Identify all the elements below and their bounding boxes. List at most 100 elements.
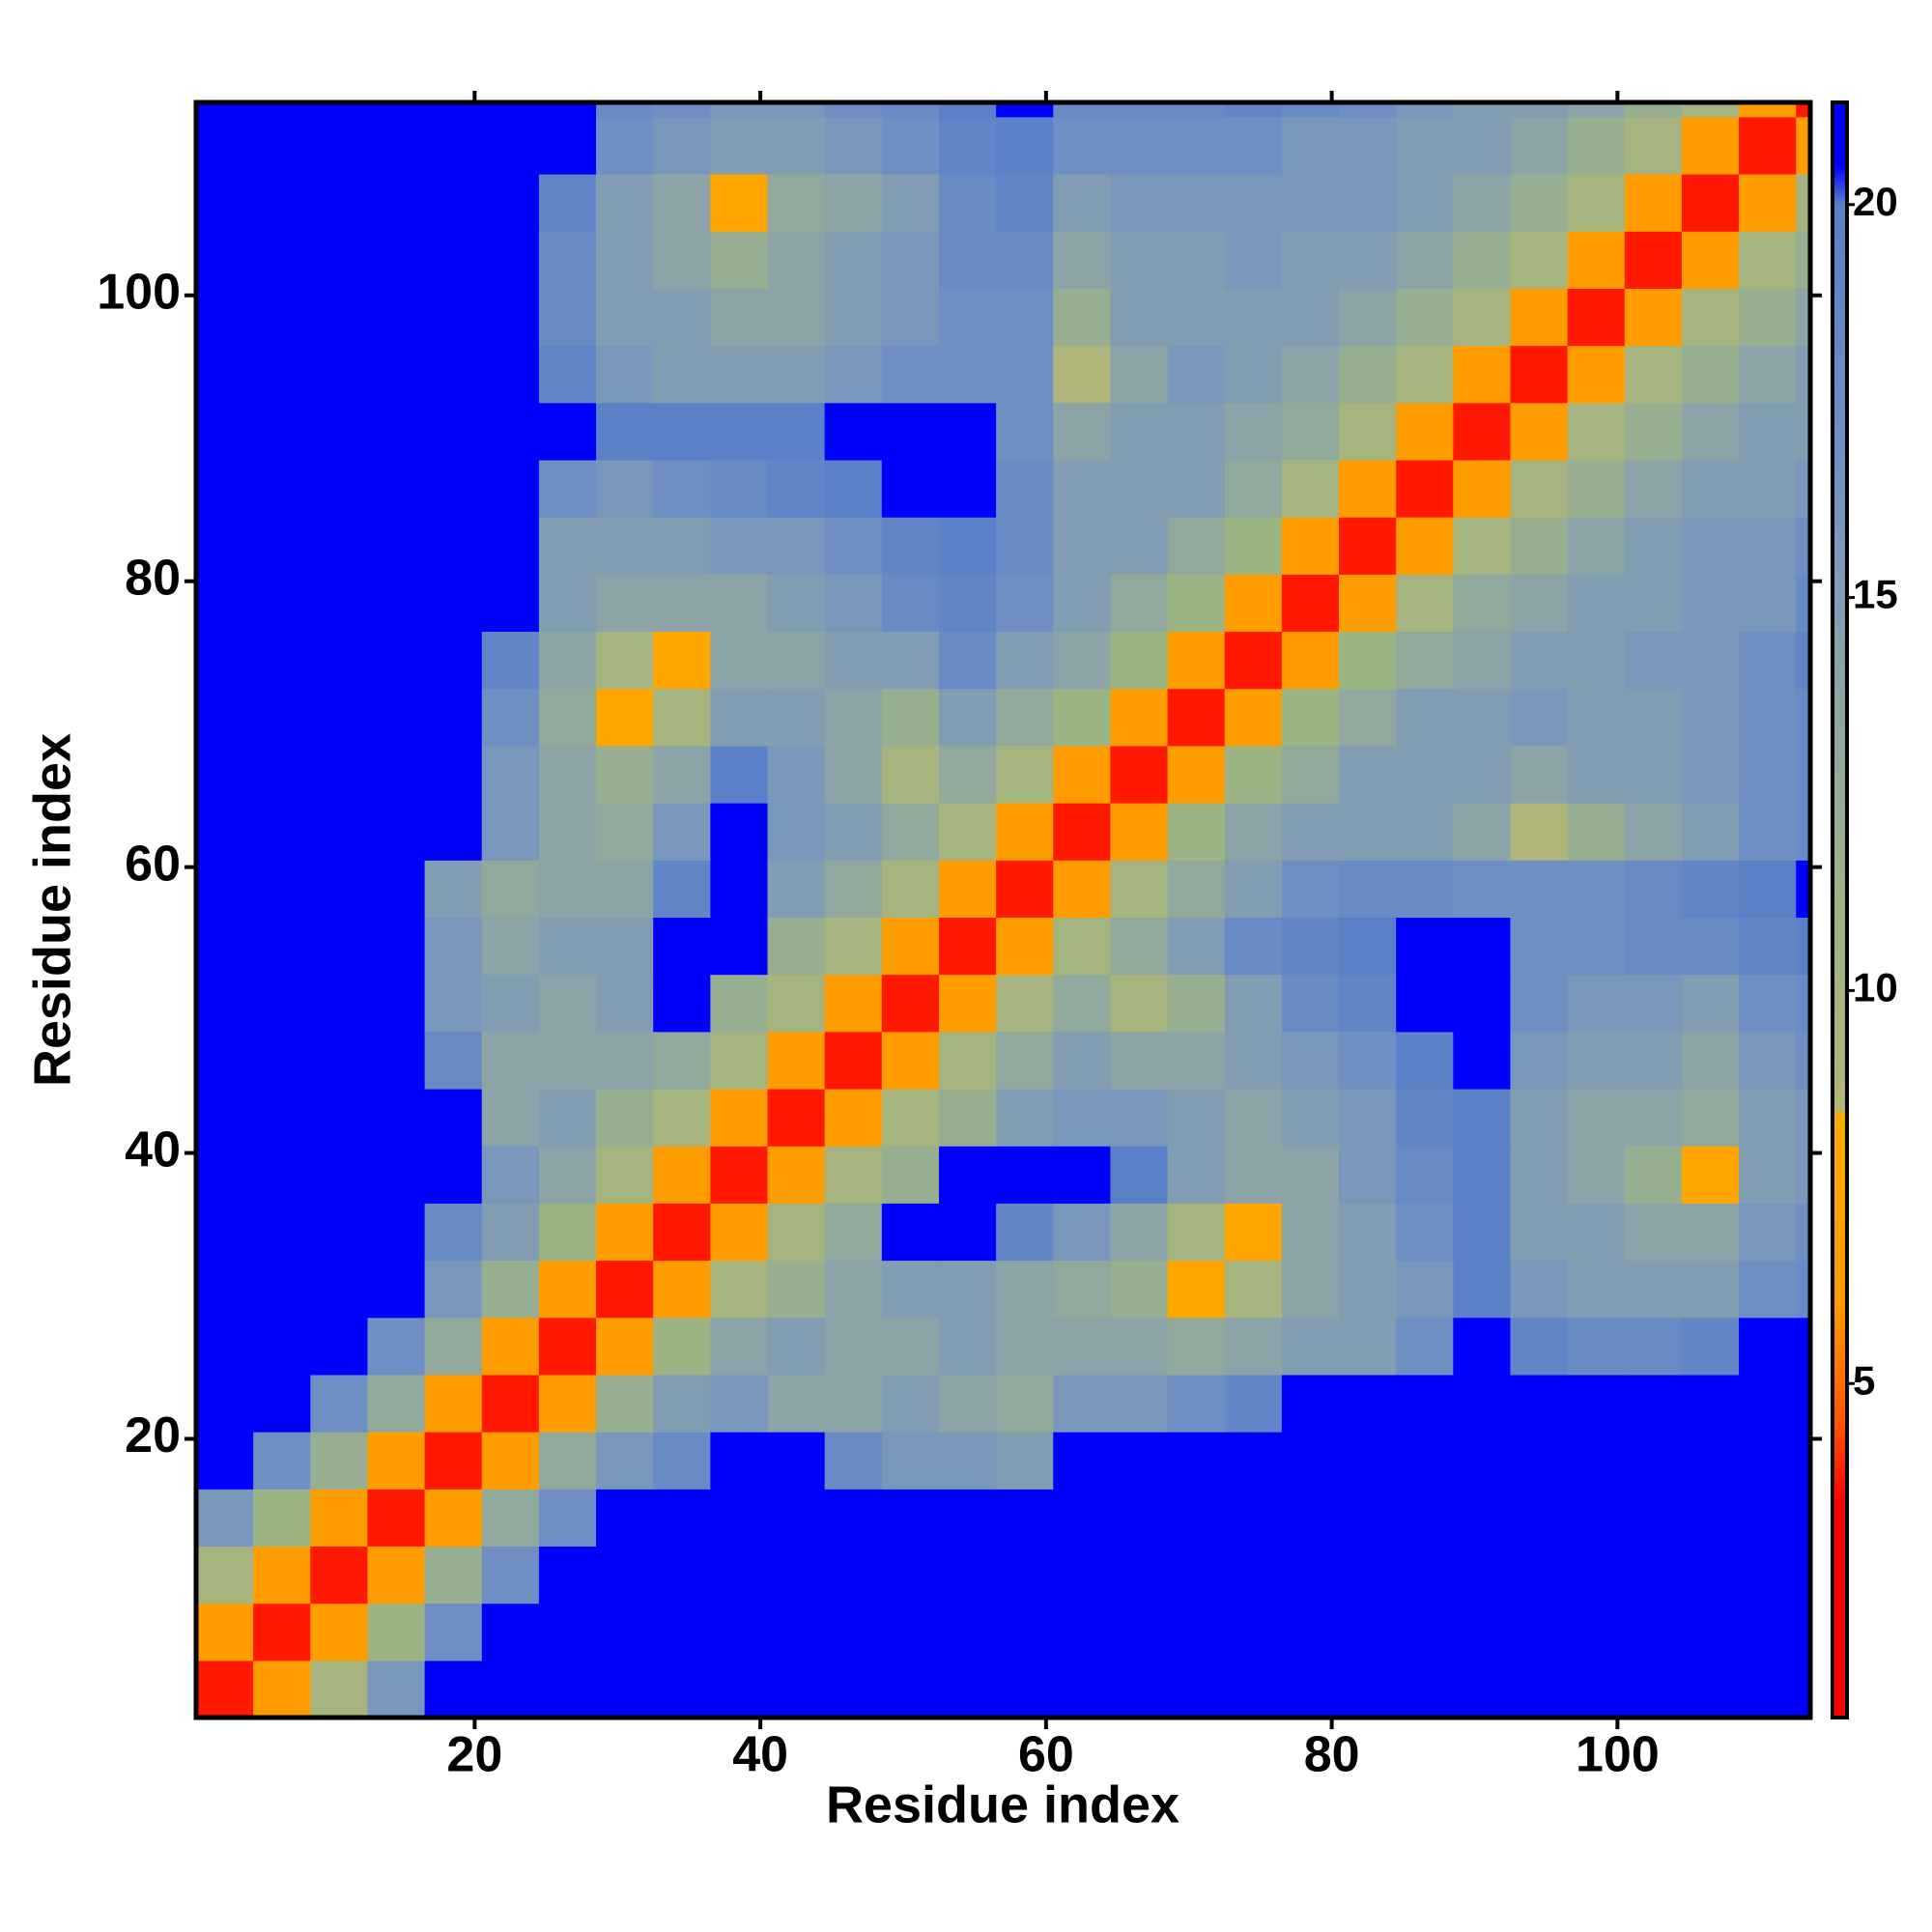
heatmap-cell (881, 517, 940, 575)
heatmap-cell (253, 917, 311, 976)
heatmap-cell (1053, 459, 1112, 518)
heatmap-cell (1681, 1660, 1740, 1718)
heatmap-cell (1567, 803, 1626, 861)
heatmap-cell (253, 1432, 311, 1490)
heatmap-cell (653, 173, 711, 232)
heatmap-cell (1624, 1031, 1683, 1090)
heatmap-cell (310, 631, 369, 690)
heatmap-cell (1339, 917, 1397, 976)
heatmap-cell (1681, 1374, 1740, 1433)
heatmap-cell (824, 631, 883, 690)
heatmap-cell (1624, 631, 1683, 690)
heatmap-cell (253, 860, 311, 918)
heatmap-cell (653, 860, 711, 918)
heatmap-cell (1281, 631, 1340, 690)
heatmap-cell (938, 288, 997, 347)
heatmap-cell (367, 1146, 426, 1204)
heatmap-cell (996, 860, 1054, 918)
heatmap-cell (1624, 173, 1683, 232)
heatmap-cell (653, 459, 711, 518)
heatmap-cell (1510, 459, 1569, 518)
heatmap-cell (1167, 173, 1226, 232)
heatmap-cell (653, 288, 711, 347)
heatmap-cell (1567, 1660, 1626, 1718)
heatmap-cell (710, 1031, 769, 1090)
heatmap-cell (1281, 745, 1340, 804)
heatmap-cell (310, 345, 369, 404)
heatmap-cell (1567, 517, 1626, 575)
heatmap-cell (938, 1374, 997, 1433)
heatmap-cell (1339, 1660, 1397, 1718)
heatmap-cell (1167, 1146, 1226, 1204)
heatmap-cell (1681, 1031, 1740, 1090)
heatmap-cell (1453, 1203, 1512, 1262)
heatmap-cell (996, 631, 1054, 690)
heatmap-cell (1567, 1317, 1626, 1376)
heatmap-cell (1396, 173, 1454, 232)
heatmap-cell (1396, 803, 1454, 861)
heatmap-cell (1396, 1660, 1454, 1718)
heatmap-cell (1453, 402, 1512, 461)
heatmap-cell (1281, 860, 1340, 918)
heatmap-cell (1281, 1374, 1340, 1433)
heatmap-cell (367, 1432, 426, 1490)
heatmap-cell (653, 1260, 711, 1319)
heatmap-cell (310, 1660, 369, 1718)
heatmap-cell (1167, 459, 1226, 518)
heatmap-cell (196, 1317, 254, 1376)
heatmap-cell (481, 1203, 540, 1262)
heatmap-cell (1453, 288, 1512, 347)
heatmap-cell (538, 231, 597, 289)
heatmap-cell (367, 803, 426, 861)
heatmap-cell (653, 1432, 711, 1490)
heatmap-cell (1110, 102, 1169, 118)
heatmap-cell (481, 231, 540, 289)
heatmap-cell (1224, 745, 1283, 804)
heatmap-cell (1053, 1489, 1112, 1548)
heatmap-cell (653, 1088, 711, 1147)
heatmap-cell (1624, 402, 1683, 461)
heatmap-cell (367, 345, 426, 404)
heatmap-cell (596, 631, 654, 690)
heatmap-cell (881, 1031, 940, 1090)
heatmap-cell (653, 1317, 711, 1376)
heatmap-cell (1396, 1146, 1454, 1204)
heatmap-cell (710, 102, 769, 118)
heatmap-cell (1510, 860, 1569, 918)
heatmap-cell (824, 345, 883, 404)
heatmap-cell (596, 102, 654, 118)
heatmap-cell (538, 745, 597, 804)
heatmap-cell (1681, 402, 1740, 461)
heatmap-cell (424, 288, 483, 347)
heatmap-cell (1624, 1317, 1683, 1376)
heatmap-cell (481, 1546, 540, 1605)
heatmap-cell (310, 1203, 369, 1262)
colorbar (1831, 100, 1849, 1719)
heatmap-cell (596, 1031, 654, 1090)
heatmap-cell (1739, 745, 1797, 804)
heatmap-cell (1110, 1203, 1169, 1262)
heatmap-cell (1110, 1260, 1169, 1319)
heatmap-cell (767, 1031, 826, 1090)
heatmap-cell (1167, 517, 1226, 575)
heatmap-cell (881, 102, 940, 118)
heatmap-cell (538, 974, 597, 1033)
heatmap-cell (824, 688, 883, 747)
y-tick-label: 40 (125, 1122, 181, 1178)
heatmap-cell (881, 631, 940, 690)
heatmap-cell (938, 102, 997, 118)
heatmap-cell (1681, 1317, 1740, 1376)
heatmap-cell (881, 1603, 940, 1662)
heatmap-cell (596, 402, 654, 461)
heatmap-cell (253, 345, 311, 404)
heatmap-cell (1739, 1260, 1797, 1319)
heatmap-cell (1796, 1603, 1810, 1662)
heatmap-cell (1053, 1203, 1112, 1262)
heatmap-cell (596, 345, 654, 404)
heatmap-cell (881, 1660, 940, 1718)
heatmap-cell (481, 1146, 540, 1204)
heatmap-cell (1281, 1546, 1340, 1605)
heatmap-cell (196, 102, 254, 118)
heatmap-cell (1339, 402, 1397, 461)
heatmap-cell (1453, 1031, 1512, 1090)
